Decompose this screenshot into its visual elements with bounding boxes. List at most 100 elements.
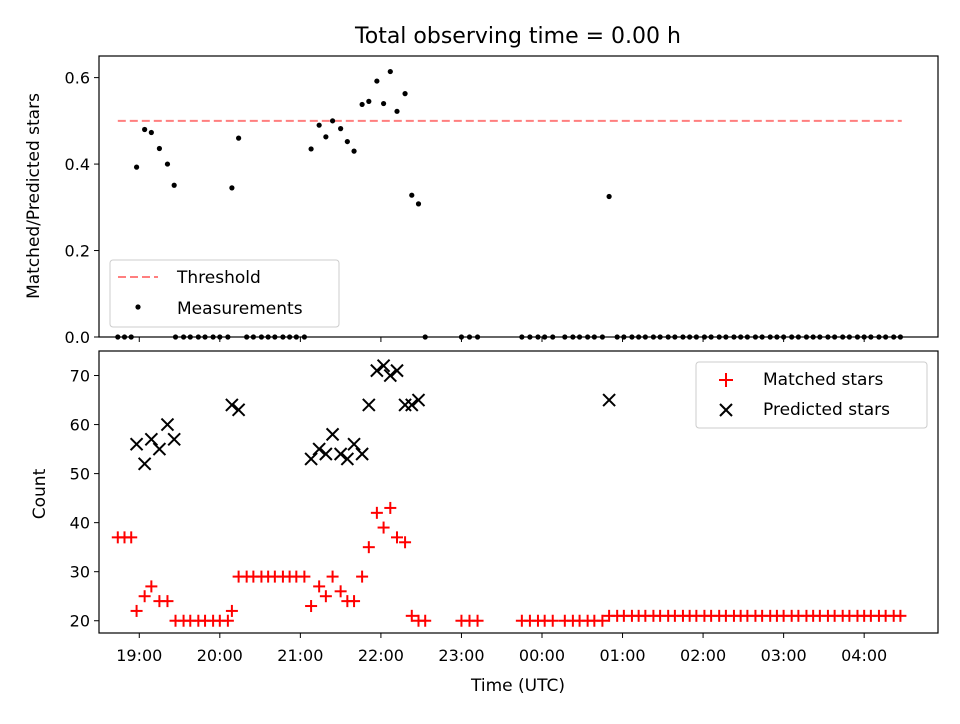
matched-star-point (161, 595, 174, 608)
measurement-point (716, 334, 722, 340)
measurement-point (128, 334, 134, 340)
measurement-point (366, 98, 372, 104)
bottom-legend: Matched stars Predicted stars (695, 361, 928, 429)
legend-predicted-label: Predicted stars (763, 400, 890, 420)
measurement-point (701, 334, 708, 340)
measurement-point (868, 334, 874, 340)
predicted-star-point (390, 363, 404, 378)
bottom-y-tick-label: 40 (70, 514, 90, 533)
measurement-point (458, 334, 465, 340)
measurement-point (767, 334, 773, 340)
measurement-point (402, 91, 408, 97)
measurement-point (803, 334, 810, 340)
measurement-point (316, 122, 322, 128)
measurement-point (474, 334, 481, 340)
top-legend: Threshold Measurements (109, 259, 340, 328)
measurement-point (665, 334, 671, 340)
top-y-tick-label: 0.2 (65, 242, 90, 261)
measurement-point (236, 135, 242, 141)
measurement-point (344, 138, 350, 145)
measurement-point (752, 334, 759, 340)
measurement-point (562, 334, 568, 340)
measurement-point (550, 334, 556, 340)
bottom-x-tick-label: 03:00 (761, 646, 807, 665)
legend-threshold-label: Threshold (176, 268, 261, 288)
measurement-point (744, 334, 750, 340)
top-y-axis-label: Matched/Predicted stars (24, 93, 44, 299)
measurement-point (897, 334, 904, 340)
measurement-point (171, 182, 177, 188)
matched-star-point (405, 609, 418, 622)
matched-star-point (377, 521, 390, 534)
measurement-point (121, 334, 128, 340)
bottom-y-axis-label: Count (30, 468, 50, 519)
measurement-point (650, 334, 657, 340)
measurement-point (599, 334, 606, 340)
measurement-point (672, 334, 678, 340)
matched-star-point (419, 614, 432, 627)
matched-star-point (399, 536, 412, 549)
predicted-star-point (129, 437, 144, 451)
measurement-point (142, 126, 148, 133)
matched-star-point (125, 531, 138, 544)
measurement-point (708, 334, 714, 340)
bottom-y-tick-label: 60 (70, 416, 90, 435)
measurement-point (225, 334, 231, 340)
measurement-point (338, 126, 344, 132)
measurement-point (374, 78, 380, 84)
legend-matched-swatch (719, 373, 733, 387)
top-y-tick-label: 0.6 (65, 69, 90, 88)
matched-star-point (471, 614, 484, 627)
measurement-point (148, 129, 154, 136)
measurement-point (576, 334, 583, 340)
predicted-star-point (160, 417, 175, 432)
measurement-point (210, 334, 216, 340)
matched-star-point (894, 609, 907, 622)
measurement-point (542, 334, 548, 340)
measurement-point (723, 334, 729, 340)
top-axes-frame (98, 55, 939, 338)
measurement-point (187, 334, 193, 340)
top-axes: 0.0 0.2 0.4 0.6 (65, 55, 939, 347)
predicted-star-point (340, 452, 355, 466)
measurement-point (115, 334, 121, 340)
measurement-point (164, 161, 171, 167)
bottom-x-tick-label: 04:00 (841, 646, 887, 665)
predicted-star-point (405, 398, 419, 412)
bottom-axes: 20 30 40 50 60 70 19:00 20:00 21:00 22:00 23:00 00:… (70, 350, 939, 665)
measurement-point (156, 145, 163, 152)
x-axis-label: Time (UTC) (470, 676, 565, 696)
measurement-point (409, 192, 415, 198)
matched-star-point (334, 585, 347, 598)
measurement-point (422, 334, 428, 340)
predicted-star-point (383, 368, 398, 383)
matched-star-point (356, 570, 369, 583)
bottom-x-tick-label: 00:00 (519, 646, 565, 665)
measurement-point (621, 334, 627, 340)
measurement-point (738, 334, 744, 340)
measurement-point (795, 334, 801, 340)
predicted-star-point (376, 359, 391, 373)
predicted-star-point (362, 398, 376, 412)
bottom-y-tick-label: 20 (70, 612, 90, 631)
measurement-point (846, 334, 853, 340)
measurement-point (172, 334, 179, 340)
measurement-point (687, 334, 693, 340)
measurement-point (876, 334, 882, 340)
measurement-point (825, 334, 831, 340)
measurement-point (591, 334, 597, 340)
predicted-star-point (144, 432, 159, 446)
legend-predicted-swatch (719, 403, 733, 417)
measurement-point (308, 146, 314, 152)
chart-title: Total observing time = 0.00 h (354, 24, 681, 49)
measurement-point (789, 334, 795, 340)
measurement-point (781, 334, 787, 340)
bottom-y-tick-label: 70 (70, 367, 90, 386)
predicted-star-point (304, 452, 318, 466)
predicted-star-point (411, 393, 426, 407)
bottom-legend-frame (695, 361, 928, 429)
measurement-point (642, 334, 648, 340)
bottom-x-tick-label: 23:00 (438, 646, 484, 665)
